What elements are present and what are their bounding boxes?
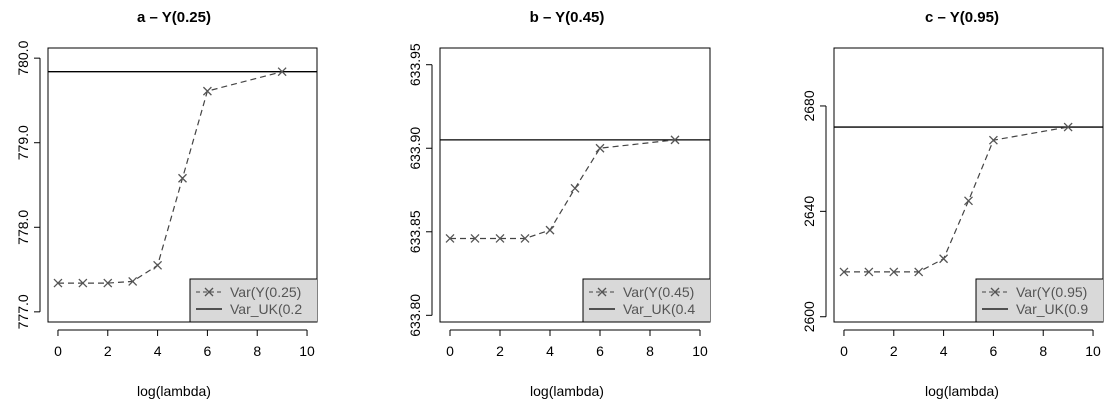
- panel-c-point: [839, 267, 849, 277]
- panel-a-x-tick-label: 6: [204, 343, 212, 359]
- panel-b-title: b – Y(0.45): [530, 9, 605, 26]
- panel-b-x-tick-label: 4: [546, 343, 554, 359]
- panel-b-point: [570, 183, 580, 193]
- panel-b: b – Y(0.45) log(lambda) 0 2 4 6 8 10 633.80 633…: [407, 9, 711, 399]
- panel-b-x-tick-label: 0: [446, 343, 454, 359]
- panel-c-point: [864, 267, 874, 277]
- panel-a-y-tick-label: 778.0: [15, 210, 31, 245]
- panel-c-point: [889, 267, 899, 277]
- panel-c-x-tick-label: 0: [840, 343, 848, 359]
- panel-c-point: [914, 267, 924, 277]
- panel-b-xlabel: log(lambda): [530, 383, 604, 399]
- panel-c-point: [1063, 122, 1073, 132]
- panel-a: a – Y(0.25) log(lambda) 0 2 4 6 8 10 777.0 778.…: [15, 9, 318, 399]
- panel-a-legend-box: [189, 278, 317, 322]
- panel-a-xlabel: log(lambda): [137, 383, 211, 399]
- panel-b-point: [520, 234, 530, 243]
- panel-c-legend-box: [975, 278, 1103, 322]
- panel-c-xlabel: log(lambda): [925, 383, 999, 399]
- panel-a-y-tick-label: 779.0: [15, 125, 31, 160]
- panel-b-point: [495, 234, 505, 243]
- panel-a-point: [128, 276, 138, 286]
- panel-a-title: a – Y(0.25): [137, 9, 211, 26]
- panel-c-legend: Var(Y(0.95)Var_UK(0.9: [975, 278, 1103, 322]
- panel-b-series-line: [450, 139, 676, 240]
- panel-c-x-tick-label: 2: [890, 343, 898, 359]
- panel-c-y-tick-label: 2640: [801, 196, 817, 227]
- panel-b-legend-box: [582, 278, 710, 322]
- panel-b-point: [670, 135, 680, 145]
- panel-b-point: [470, 234, 480, 243]
- panel-a-legend: Var(Y(0.25)Var_UK(0.2: [189, 278, 317, 322]
- panel-b-point: [595, 143, 605, 153]
- panel-b-x-tick-label: 6: [596, 343, 604, 359]
- panel-b-y-tick-label: 633.85: [407, 210, 423, 253]
- panel-b-point: [545, 225, 555, 235]
- panel-c-legend-label-reference: Var_UK(0.9: [1016, 301, 1088, 317]
- panel-a-x-tick-label: 0: [54, 343, 62, 359]
- panel-a-point: [78, 278, 88, 288]
- panel-c-x-tick-label: 10: [1085, 343, 1101, 359]
- panel-c-x-tick-label: 6: [990, 343, 998, 359]
- panel-c-legend-label-series: Var(Y(0.95): [1016, 284, 1087, 300]
- panel-c-y-tick-label: 2600: [801, 301, 817, 332]
- panel-a-x-tick-label: 8: [253, 343, 261, 359]
- panel-a-point: [153, 260, 163, 270]
- panel-c-x-tick-label: 4: [940, 343, 948, 359]
- panel-c-series-line: [844, 126, 1069, 273]
- panel-a-legend-cross-key: [204, 287, 214, 297]
- panel-a-legend-label-reference: Var_UK(0.2: [230, 301, 302, 317]
- panel-a-point: [53, 278, 63, 288]
- panel-a-y-tick-label: 780.0: [15, 40, 31, 75]
- panel-c-y-tick-label: 2680: [801, 90, 817, 121]
- panel-b-x-tick-label: 8: [646, 343, 654, 359]
- panel-a-series-line: [58, 71, 283, 284]
- panel-b-point: [445, 234, 455, 243]
- panel-a-frame: [47, 47, 318, 323]
- panel-b-x-tick-label: 10: [692, 343, 708, 359]
- panel-b-legend-cross-key: [597, 287, 607, 297]
- panel-a-point: [103, 278, 113, 288]
- panel-a-point: [178, 173, 187, 183]
- panel-a-x-tick-label: 10: [299, 343, 315, 359]
- panel-b-frame: [439, 47, 711, 323]
- panel-c-point: [964, 196, 973, 206]
- panel-a-point: [277, 67, 287, 77]
- panel-a-legend-label-series: Var(Y(0.25): [230, 284, 301, 300]
- panel-c-point: [939, 254, 949, 264]
- panel-b-y-tick-label: 633.95: [407, 43, 423, 86]
- panel-a-point: [202, 86, 212, 96]
- panel-c-x-tick-label: 8: [1039, 343, 1047, 359]
- panel-c-frame: [833, 47, 1104, 323]
- panel-b-y-tick-label: 633.90: [407, 127, 423, 170]
- panel-b-legend-label-reference: Var_UK(0.4: [623, 301, 695, 317]
- panel-b-legend-label-series: Var(Y(0.45): [623, 284, 694, 300]
- panel-c-point: [988, 135, 998, 145]
- panel-c-legend-cross-key: [990, 287, 1000, 297]
- panel-b-legend: Var(Y(0.45)Var_UK(0.4: [582, 278, 710, 322]
- panel-a-x-tick-label: 2: [104, 343, 112, 359]
- panel-c: c – Y(0.95) log(lambda) 0 2 4 6 8 10 2600 2640 2…: [801, 9, 1104, 399]
- panel-a-x-tick-label: 4: [154, 343, 162, 359]
- panel-b-y-tick-label: 633.80: [407, 294, 423, 337]
- panel-c-title: c – Y(0.95): [925, 9, 999, 26]
- panel-b-x-tick-label: 2: [496, 343, 504, 359]
- panel-a-y-tick-label: 777.0: [15, 294, 31, 329]
